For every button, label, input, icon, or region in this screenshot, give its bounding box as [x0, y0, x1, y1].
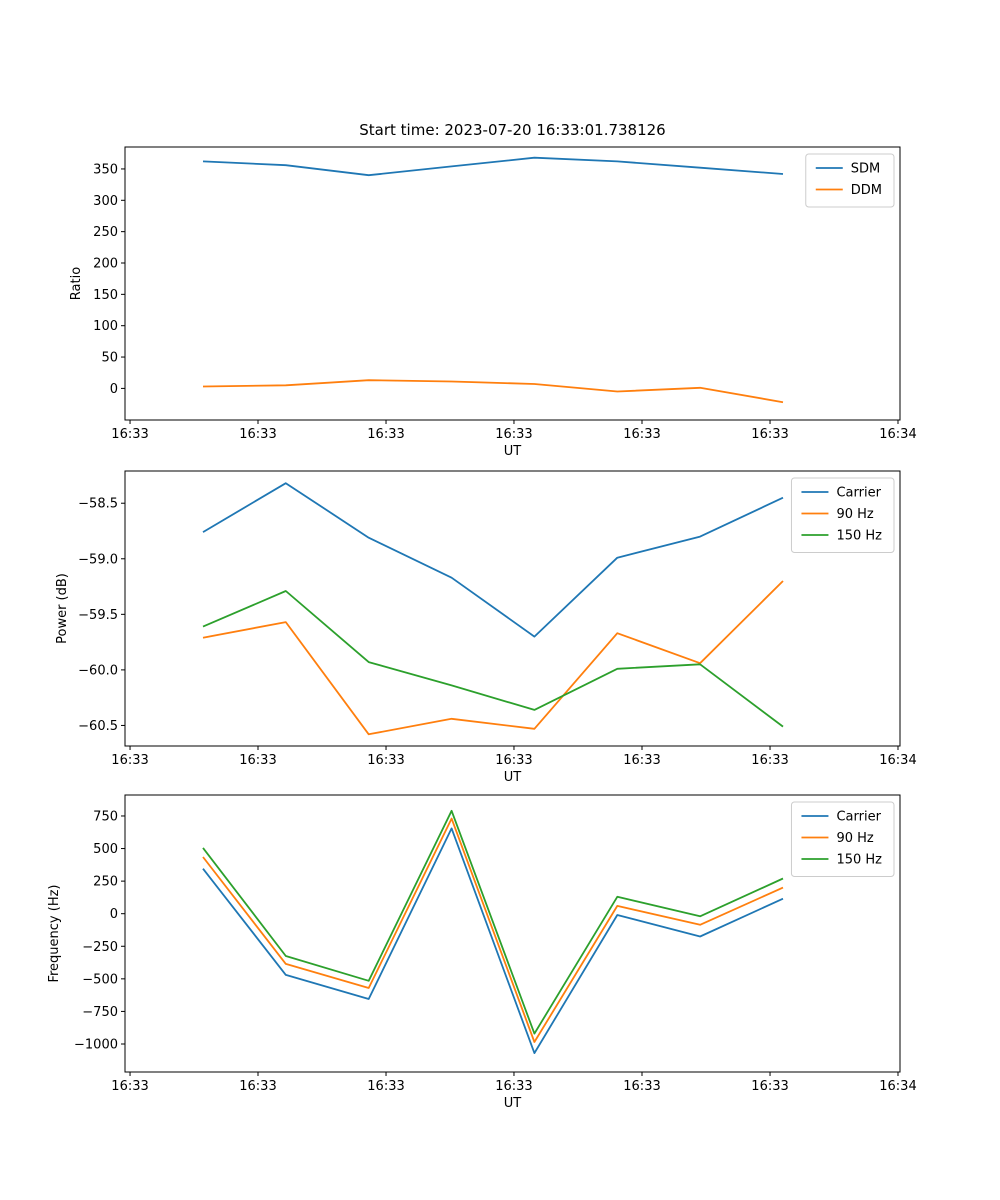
x-tick-label: 16:33: [623, 753, 660, 768]
y-tick-label: 250: [93, 875, 118, 890]
x-tick-label: 16:33: [623, 1079, 660, 1094]
series-line-ddm: [202, 379, 784, 404]
series-line-90-hz: [202, 580, 784, 736]
x-axis-label: UT: [504, 1096, 522, 1111]
chart-frequency: 16:33 16:33 16:33 16:33 16:33 16:33 16:34 750 50…: [47, 794, 917, 1111]
x-tick-label: 16:33: [111, 427, 148, 442]
x-tick-label: 16:33: [111, 1079, 148, 1094]
y-tick-label: 750: [93, 809, 118, 824]
x-tick-label: 16:34: [879, 427, 916, 442]
series-line-150-hz: [202, 590, 784, 728]
y-axis-label: Power (dB): [55, 573, 70, 644]
x-axis-label: UT: [504, 444, 522, 459]
legend-label: SDM: [851, 162, 880, 177]
x-tick-label: 16:33: [239, 1079, 276, 1094]
y-tick-label: 300: [93, 194, 118, 209]
x-tick-label: 16:33: [111, 753, 148, 768]
legend: Carrier 90 Hz 150 Hz: [790, 801, 895, 877]
legend-label: DDM: [851, 183, 882, 198]
x-tick-label: 16:33: [367, 1079, 404, 1094]
x-tick-label: 16:33: [751, 427, 788, 442]
legend-label: 90 Hz: [836, 507, 873, 522]
x-tick-label: 16:33: [367, 427, 404, 442]
legend-label: 90 Hz: [836, 831, 873, 846]
y-tick-label: 50: [101, 351, 118, 366]
y-tick-label: −1000: [74, 1037, 118, 1052]
x-tick-label: 16:33: [751, 753, 788, 768]
legend-label: 150 Hz: [836, 529, 882, 544]
legend-box: [790, 801, 895, 877]
y-tick-label: −59.0: [78, 552, 118, 567]
series-line-carrier: [202, 827, 784, 1054]
x-tick-label: 16:33: [239, 427, 276, 442]
legend-label: 150 Hz: [836, 853, 882, 868]
legend-label: Carrier: [836, 486, 881, 501]
legend-box: [790, 477, 895, 553]
legend-label: Carrier: [836, 810, 881, 825]
legend: SDM DDM: [805, 153, 895, 208]
x-axis-label: UT: [504, 770, 522, 785]
x-tick-label: 16:33: [623, 427, 660, 442]
y-tick-label: 200: [93, 256, 118, 271]
y-tick-label: 150: [93, 288, 118, 303]
y-axis-label: Frequency (Hz): [47, 884, 62, 982]
y-tick-label: 350: [93, 162, 118, 177]
y-tick-label: −60.0: [78, 663, 118, 678]
axes-frame: [124, 470, 901, 747]
y-tick-label: 100: [93, 319, 118, 334]
y-tick-label: −59.5: [78, 608, 118, 623]
x-tick-label: 16:34: [879, 1079, 916, 1094]
x-tick-label: 16:33: [751, 1079, 788, 1094]
x-tick-label: 16:34: [879, 753, 916, 768]
x-tick-label: 16:33: [495, 1079, 532, 1094]
series-line-carrier: [202, 482, 784, 638]
figure-title: Start time: 2023-07-20 16:33:01.738126: [359, 121, 666, 139]
series-line-90-hz: [202, 817, 784, 1043]
chart-power: 16:33 16:33 16:33 16:33 16:33 16:33 16:34 −58.5…: [55, 470, 917, 785]
y-axis-label: Ratio: [69, 267, 84, 300]
x-tick-label: 16:33: [239, 753, 276, 768]
x-tick-label: 16:33: [367, 753, 404, 768]
y-tick-label: −60.5: [78, 719, 118, 734]
y-tick-label: 500: [93, 842, 118, 857]
y-tick-label: −750: [82, 1005, 118, 1020]
series-line-sdm: [202, 156, 784, 177]
y-tick-label: −500: [82, 972, 118, 987]
chart-ratio: 16:33 16:33 16:33 16:33 16:33 16:33 16:34 350 30…: [69, 146, 917, 459]
y-tick-label: 0: [110, 382, 118, 397]
y-tick-label: −58.5: [78, 497, 118, 512]
axes-frame: [124, 146, 901, 421]
x-tick-label: 16:33: [495, 427, 532, 442]
y-tick-label: 0: [110, 907, 118, 922]
series-line-150-hz: [202, 809, 784, 1035]
legend: Carrier 90 Hz 150 Hz: [790, 477, 895, 553]
axes-frame: [124, 794, 901, 1073]
x-tick-label: 16:33: [495, 753, 532, 768]
y-tick-label: −250: [82, 940, 118, 955]
y-tick-label: 250: [93, 225, 118, 240]
